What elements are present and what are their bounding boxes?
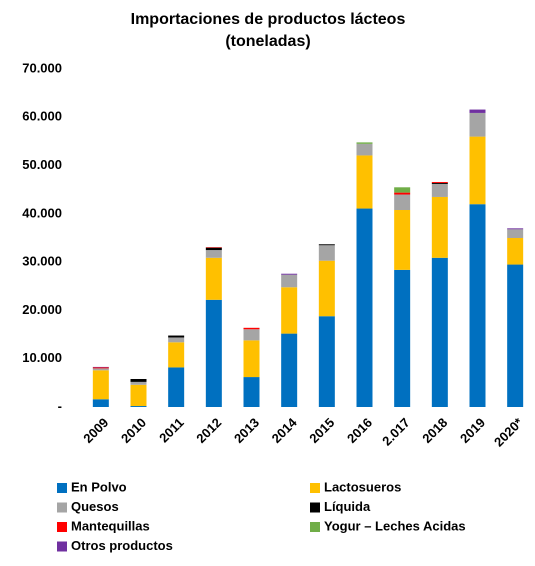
bar-segment [205, 247, 222, 251]
x-tick-label: 2011 [156, 415, 187, 446]
chart-subtitle: (toneladas) [225, 33, 310, 50]
legend-label: Yogur – Leches Acidas [324, 518, 466, 533]
bar-segment [243, 340, 260, 378]
y-tick-label: 20.000 [22, 302, 62, 317]
y-tick-label: 50.000 [22, 157, 62, 172]
bar-segment [394, 269, 411, 407]
bar-segment [318, 260, 335, 317]
bar-segment [507, 228, 524, 230]
bar-segment [431, 182, 448, 184]
chart-title: Importaciones de productos lácteos [131, 11, 406, 28]
bar-segment [431, 181, 448, 183]
bar-segment [281, 287, 298, 334]
bar-segment [281, 274, 298, 288]
legend-swatch [310, 502, 320, 513]
x-tick-label: 2016 [344, 415, 375, 446]
y-tick-label: - [58, 398, 62, 413]
x-tick-label: 2009 [80, 415, 111, 446]
bar-segment [243, 377, 260, 407]
bar-segment [431, 257, 448, 407]
bar-segment [394, 209, 411, 270]
bar-segment [507, 264, 524, 407]
bar-segment [168, 337, 185, 343]
bar-segment [168, 342, 185, 368]
bar-segment [168, 367, 185, 407]
x-tick-label: 2012 [193, 415, 224, 446]
x-tick-label: 2018 [419, 415, 450, 446]
bar-segment [394, 187, 411, 193]
bar-segment [394, 192, 411, 195]
legend-swatch [310, 483, 320, 493]
bar-segment [469, 136, 486, 205]
x-tick-label: 2.017 [379, 415, 413, 449]
y-tick-label: 10.000 [22, 350, 62, 365]
bar-segment [92, 368, 109, 371]
bar-segment [469, 204, 486, 407]
bar-segment [92, 367, 109, 369]
bar-segment [318, 244, 335, 246]
legend-label: Quesos [71, 499, 119, 514]
bar-segment [130, 381, 147, 385]
bar-segment [281, 273, 298, 275]
bar-segment [356, 208, 373, 407]
bar-segment [394, 194, 411, 210]
bar-segment [92, 399, 109, 407]
bar-segment [356, 142, 373, 144]
bar-segment [243, 327, 260, 330]
y-tick-label: 30.000 [22, 254, 62, 269]
bar-segment [130, 406, 147, 407]
bar-segment [281, 333, 298, 407]
legend-swatch [57, 541, 67, 552]
legend-label: Mantequillas [71, 518, 150, 533]
bar-segment [469, 112, 486, 137]
legend-label: Otros productos [71, 538, 173, 553]
legend-label: Líquida [324, 499, 371, 514]
bar-segment [205, 250, 222, 258]
x-tick-label: 2010 [118, 415, 149, 446]
bar-segment [469, 109, 486, 113]
bar-segment [318, 316, 335, 407]
legend-swatch [57, 522, 67, 532]
bar-segment [507, 238, 524, 265]
bar-segment [130, 384, 147, 407]
x-tick-label: 2014 [269, 414, 301, 446]
bar-segment [507, 229, 524, 238]
bar-segment [168, 335, 185, 338]
legend-label: En Polvo [71, 479, 127, 494]
y-tick-label: 60.000 [22, 109, 62, 124]
x-tick-label: 2015 [306, 415, 337, 446]
legend-swatch [57, 483, 67, 493]
legend-label: Lactosueros [324, 479, 401, 494]
x-tick-label: 2020* [491, 414, 526, 449]
bar-segment [205, 299, 222, 407]
x-tick-label: 2013 [231, 415, 262, 446]
y-tick-label: 40.000 [22, 205, 62, 220]
bar-segment [243, 329, 260, 341]
x-tick-label: 2019 [457, 415, 488, 446]
bar-segment [318, 245, 335, 261]
bar-segment [431, 183, 448, 197]
bar-segment [130, 378, 147, 382]
bar-segment [431, 196, 448, 258]
y-tick-label: 70.000 [22, 60, 62, 75]
bar-segment [205, 257, 222, 300]
bar-segment [92, 370, 109, 400]
bar-segment [356, 143, 373, 156]
bar-segment [356, 155, 373, 209]
legend-swatch [310, 522, 320, 532]
legend-swatch [57, 502, 67, 513]
